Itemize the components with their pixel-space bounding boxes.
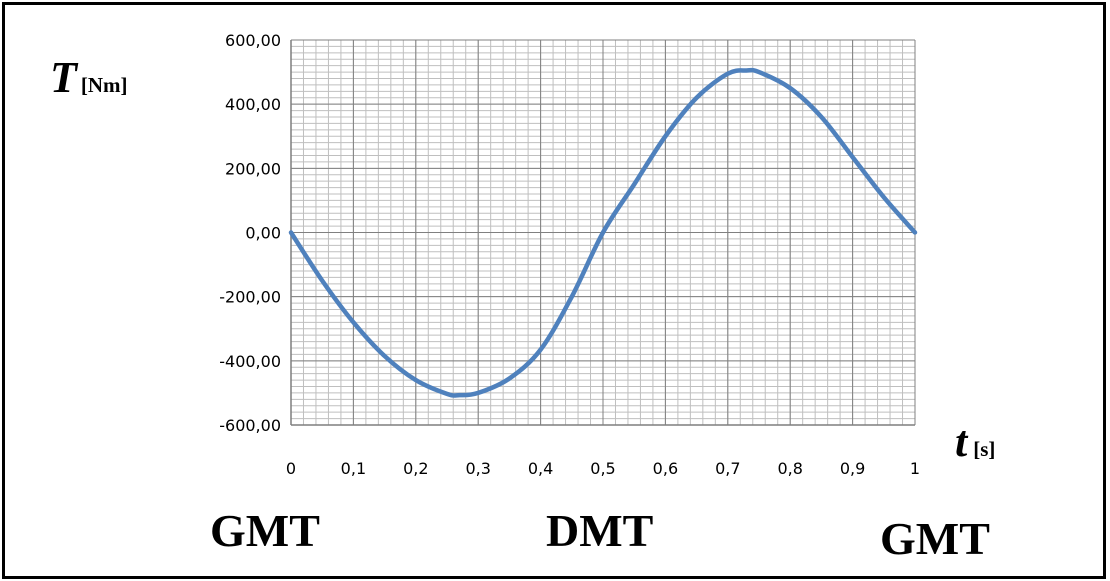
- annotation-gmt-start: GMT: [210, 505, 320, 556]
- x-tick-label: 0,1: [341, 459, 366, 478]
- y-tick-label: -200,00: [219, 288, 281, 307]
- tick-labels: 600,00 400,00 200,00 0,00 -200,00 -400,00 -600…: [219, 31, 920, 478]
- x-axis-symbol: t: [955, 417, 968, 466]
- y-axis-symbol: T: [50, 53, 77, 102]
- x-tick-label: 0: [286, 459, 296, 478]
- grid: [290, 39, 916, 426]
- y-tick-label: 600,00: [225, 31, 281, 50]
- x-tick-label: 0,4: [528, 459, 553, 478]
- x-tick-label: 0,7: [715, 459, 740, 478]
- y-tick-label: 200,00: [225, 159, 281, 178]
- x-axis-label: t [s]: [955, 416, 995, 467]
- x-tick-label: 0,8: [777, 459, 802, 478]
- x-tick-label: 0,9: [840, 459, 865, 478]
- y-tick-label: -400,00: [219, 352, 281, 371]
- y-tick-label: -600,00: [219, 416, 281, 435]
- x-axis-unit: [s]: [973, 437, 996, 461]
- x-tick-label: 0,3: [465, 459, 490, 478]
- y-tick-label: 0,00: [245, 224, 281, 243]
- series-layer: [288, 67, 918, 398]
- annotation-gmt-end: GMT: [880, 513, 990, 564]
- x-tick-label: 1: [910, 459, 920, 478]
- x-tick-label: 0,5: [590, 459, 615, 478]
- y-axis-label: T [Nm]: [50, 52, 128, 103]
- x-tick-label: 0,6: [653, 459, 678, 478]
- y-tick-label: 400,00: [225, 95, 281, 114]
- annotation-dmt: DMT: [546, 505, 654, 556]
- y-axis-unit: [Nm]: [80, 73, 128, 97]
- x-tick-label: 0,2: [403, 459, 428, 478]
- series-line: [288, 67, 918, 398]
